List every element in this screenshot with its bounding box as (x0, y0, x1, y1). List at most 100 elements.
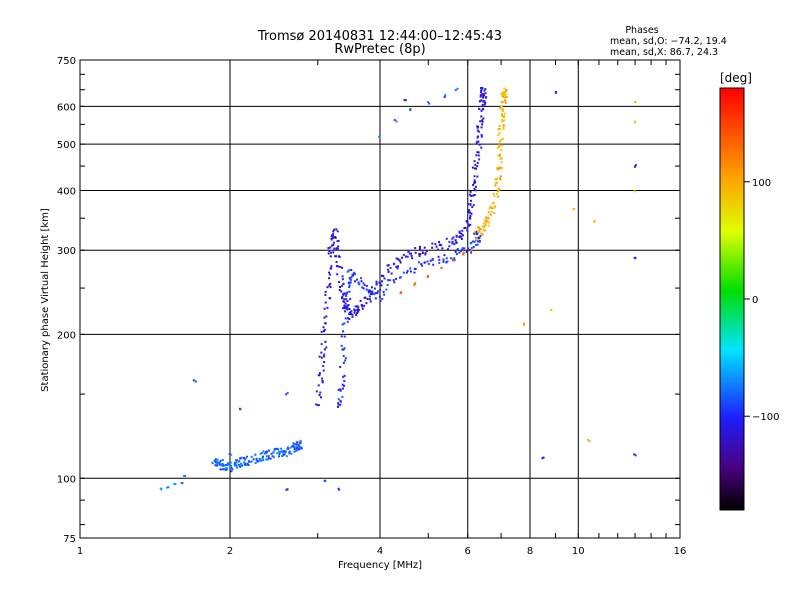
data-point (342, 355, 345, 358)
data-point (503, 119, 506, 122)
data-point (485, 220, 488, 223)
data-point (424, 253, 427, 256)
data-point (342, 348, 345, 351)
data-point (298, 446, 301, 449)
data-point (343, 335, 346, 338)
data-point (278, 451, 281, 454)
data-point (239, 408, 242, 411)
y-tick-label: 300 (57, 246, 76, 257)
data-point (504, 91, 507, 94)
data-point (442, 260, 445, 263)
data-point (471, 240, 474, 243)
data-point (424, 252, 427, 255)
data-point (273, 448, 276, 451)
data-point (243, 458, 246, 461)
data-point (323, 479, 326, 482)
data-point (484, 223, 487, 226)
data-point (362, 282, 365, 285)
data-point (498, 155, 501, 158)
data-point (445, 261, 448, 264)
data-point (192, 379, 195, 382)
data-point (336, 240, 339, 243)
data-point (334, 235, 337, 238)
data-point (297, 445, 300, 448)
data-point (473, 175, 476, 178)
data-point (348, 290, 351, 293)
data-point (447, 248, 450, 251)
data-point (332, 241, 335, 244)
data-point (228, 465, 231, 468)
data-point (482, 228, 485, 231)
data-point (273, 449, 276, 452)
data-point (386, 264, 389, 267)
data-point (478, 143, 481, 146)
data-point (227, 462, 230, 465)
data-point (290, 452, 293, 455)
data-point (332, 230, 335, 233)
data-point (502, 92, 505, 95)
data-point (339, 285, 342, 288)
data-point (421, 249, 424, 252)
data-point (280, 447, 283, 450)
data-point (451, 259, 454, 262)
data-point (219, 464, 222, 467)
data-point (464, 226, 467, 229)
data-point (494, 184, 497, 187)
data-point (317, 404, 320, 407)
data-point (361, 286, 364, 289)
data-point (504, 100, 507, 103)
data-point (334, 255, 337, 258)
data-point (315, 390, 318, 393)
data-point (454, 239, 457, 242)
data-point (396, 267, 399, 270)
data-point (344, 357, 347, 360)
data-point (382, 274, 385, 277)
data-point (315, 403, 318, 406)
data-point (341, 278, 344, 281)
data-point (375, 280, 378, 283)
data-point (348, 313, 351, 316)
data-point (475, 244, 478, 247)
data-point (324, 290, 327, 293)
data-point (239, 457, 242, 460)
data-point (346, 320, 349, 323)
data-point (180, 481, 183, 484)
data-point (365, 302, 368, 305)
data-point (500, 93, 503, 96)
data-point (363, 283, 366, 286)
data-point (484, 101, 487, 104)
data-point (323, 355, 326, 358)
data-point (256, 460, 259, 463)
data-point (451, 240, 454, 243)
data-point (418, 253, 421, 256)
data-point (586, 438, 589, 441)
data-point (472, 183, 475, 186)
data-point (223, 464, 226, 467)
data-point (633, 453, 636, 456)
data-point (344, 305, 347, 308)
data-point (336, 405, 339, 408)
data-point (477, 226, 480, 229)
data-point (408, 252, 411, 255)
data-point (487, 216, 490, 219)
data-point (248, 460, 251, 463)
data-point (383, 277, 386, 280)
data-point (443, 254, 446, 257)
data-point (339, 265, 342, 268)
data-point (229, 461, 232, 464)
data-point (473, 182, 476, 185)
data-point (476, 136, 479, 139)
data-point (329, 267, 332, 270)
data-point (479, 99, 482, 102)
data-point (347, 304, 350, 307)
data-point (500, 144, 503, 147)
data-point (320, 343, 323, 346)
data-point (235, 464, 238, 467)
data-point (323, 348, 326, 351)
data-point (244, 457, 247, 460)
y-tick-label: 400 (57, 186, 76, 197)
data-point (473, 232, 476, 235)
data-point (350, 310, 353, 313)
data-point (341, 284, 344, 287)
data-point (505, 96, 508, 99)
